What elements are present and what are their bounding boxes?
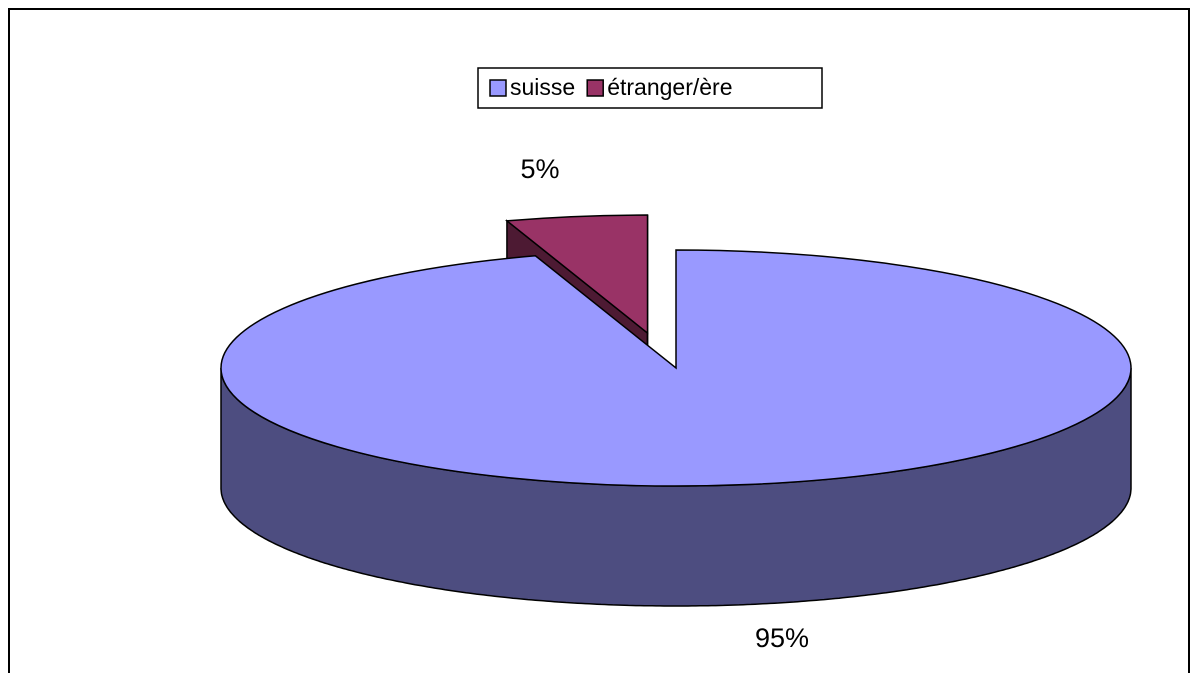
slice	[504, 214, 649, 335]
legend-label: suisse	[510, 74, 575, 100]
pie	[220, 214, 1132, 607]
slice	[220, 249, 1132, 487]
legend: suisse étranger/ère	[489, 74, 733, 100]
data-label: 95%	[755, 623, 809, 653]
legend-swatch	[586, 79, 604, 97]
legend-swatch	[489, 79, 507, 97]
legend-box	[477, 67, 823, 109]
data-label: 5%	[520, 154, 559, 184]
legend-label: étranger/ère	[607, 74, 732, 100]
